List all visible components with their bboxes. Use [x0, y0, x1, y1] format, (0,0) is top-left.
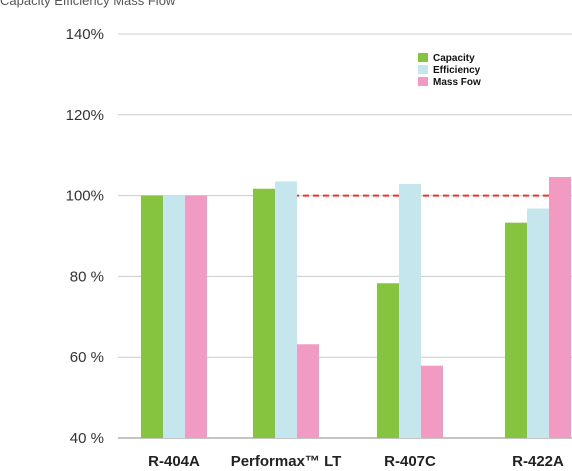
bar-capacity: [377, 283, 399, 438]
y-tick-label: 40 %: [70, 430, 104, 447]
legend-swatch: [418, 77, 428, 86]
legend-label: Capacity: [433, 53, 475, 64]
legend-label: Efficiency: [433, 65, 481, 76]
bar-efficiency: [163, 195, 185, 438]
y-tick-label: 80 %: [70, 268, 104, 285]
legend-label: Mass Fow: [433, 77, 481, 88]
category-label: R-407C: [384, 453, 436, 470]
bar-capacity: [253, 188, 275, 438]
category-labels: R-404A Performax™ LT R-407C R-422A: [148, 453, 564, 470]
bar-mass-fow: [185, 195, 207, 438]
clipped-header-text: Capacity Efficiency Mass Flow: [0, 0, 176, 8]
legend-swatch: [418, 53, 428, 62]
bar-mass-fow: [421, 365, 443, 438]
category-label: R-422A: [512, 453, 564, 470]
category-label: R-404A: [148, 453, 200, 470]
category-label: Performax™ LT: [231, 453, 342, 470]
bar-efficiency: [399, 183, 421, 438]
bar-mass-fow: [549, 177, 571, 439]
bar-mass-fow: [297, 344, 319, 438]
bar-efficiency: [527, 208, 549, 438]
bar-capacity: [505, 222, 527, 438]
y-tick-label: 60 %: [70, 349, 104, 366]
y-tick-label: 120%: [66, 107, 104, 124]
y-tick-labels: 40 % 60 % 80 % 100% 120% 140%: [66, 26, 104, 447]
y-tick-label: 100%: [66, 188, 104, 205]
bar-capacity: [141, 195, 163, 438]
bars: [141, 177, 571, 439]
bar-efficiency: [275, 181, 297, 438]
y-tick-label: 140%: [66, 26, 104, 43]
legend-swatch: [418, 65, 428, 74]
